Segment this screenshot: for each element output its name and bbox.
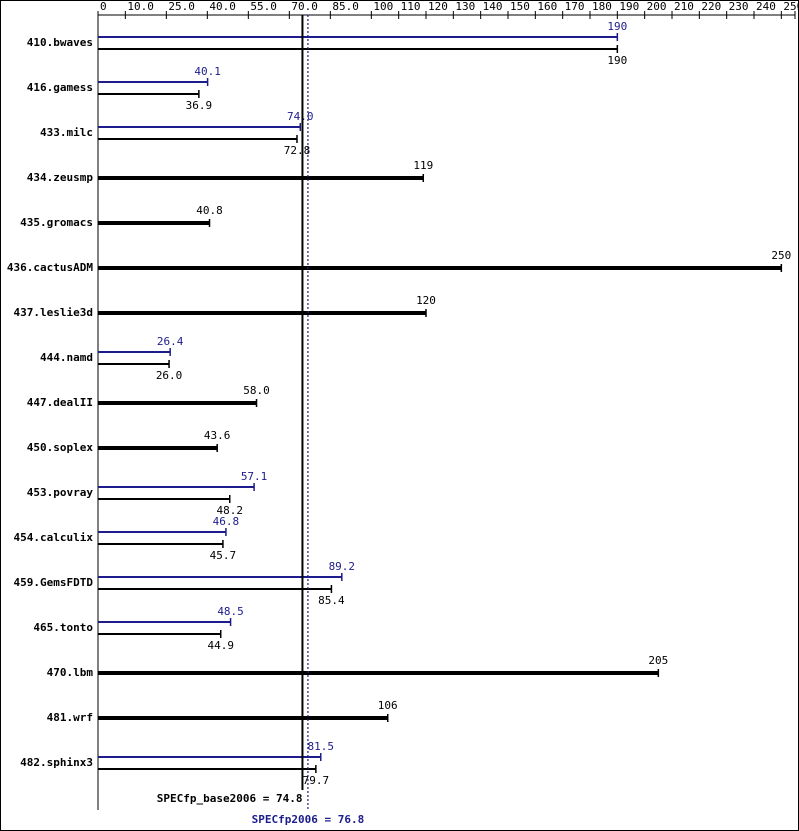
value-label: 250 [771, 249, 791, 262]
value-label: 119 [413, 159, 433, 172]
value-label: 45.7 [210, 549, 237, 562]
value-label: 26.0 [156, 369, 183, 382]
value-label: 89.2 [329, 560, 356, 573]
value-label: 81.5 [308, 740, 335, 753]
category-label: 434.zeusmp [27, 171, 94, 184]
category-label: 410.bwaves [27, 36, 93, 49]
x-tick-label: 70.0 [291, 0, 318, 13]
value-label: 190 [607, 20, 627, 33]
category-label: 437.leslie3d [14, 306, 93, 319]
x-tick-label: 10.0 [127, 0, 154, 13]
x-tick-label: 130 [455, 0, 475, 13]
x-tick-label: 160 [537, 0, 557, 13]
category-label: 453.povray [27, 486, 94, 499]
category-label: 470.lbm [47, 666, 94, 679]
x-tick-label: 25.0 [168, 0, 195, 13]
value-label: 74.0 [287, 110, 314, 123]
value-label: 43.6 [204, 429, 231, 442]
category-label: 454.calculix [14, 531, 94, 544]
value-label: 36.9 [186, 99, 213, 112]
x-tick-label: 200 [647, 0, 667, 13]
value-label: 106 [378, 699, 398, 712]
x-tick-label: 110 [401, 0, 421, 13]
x-tick-label: 0 [100, 0, 107, 13]
category-label: 444.namd [40, 351, 93, 364]
value-label: 85.4 [318, 594, 345, 607]
value-label: 79.7 [303, 774, 330, 787]
x-tick-label: 240 [756, 0, 776, 13]
category-label: 416.gamess [27, 81, 93, 94]
x-tick-label: 170 [565, 0, 585, 13]
x-tick-label: 40.0 [209, 0, 236, 13]
category-label: 447.dealII [27, 396, 93, 409]
x-tick-label: 140 [483, 0, 503, 13]
x-tick-label: 220 [701, 0, 721, 13]
value-label: 57.1 [241, 470, 268, 483]
value-label: 40.1 [194, 65, 221, 78]
value-label: 190 [607, 54, 627, 67]
value-label: 48.2 [216, 504, 243, 517]
base-mean-label: SPECfp_base2006 = 74.8 [157, 792, 303, 805]
category-label: 465.tonto [33, 621, 93, 634]
x-tick-label: 250 [783, 0, 799, 13]
x-tick-label: 150 [510, 0, 530, 13]
x-tick-label: 100 [373, 0, 393, 13]
value-label: 40.8 [196, 204, 223, 217]
x-tick-label: 120 [428, 0, 448, 13]
value-label: 72.8 [284, 144, 311, 157]
value-label: 58.0 [243, 384, 270, 397]
x-tick-label: 85.0 [332, 0, 359, 13]
x-tick-label: 180 [592, 0, 612, 13]
x-tick-label: 55.0 [250, 0, 276, 13]
category-label: 450.soplex [27, 441, 94, 454]
x-tick-label: 190 [619, 0, 639, 13]
category-label: 435.gromacs [20, 216, 93, 229]
category-label: 436.cactusADM [7, 261, 93, 274]
value-label: 46.8 [213, 515, 240, 528]
category-label: 481.wrf [47, 711, 93, 724]
x-tick-label: 210 [674, 0, 694, 13]
value-label: 26.4 [157, 335, 184, 348]
x-tick-label: 255 [797, 0, 799, 13]
x-tick-label: 230 [729, 0, 749, 13]
value-label: 205 [648, 654, 668, 667]
value-label: 44.9 [207, 639, 234, 652]
category-label: 433.milc [40, 126, 93, 139]
peak-mean-label: SPECfp2006 = 76.8 [252, 813, 365, 826]
category-label: 459.GemsFDTD [14, 576, 94, 589]
value-label: 120 [416, 294, 436, 307]
category-label: 482.sphinx3 [20, 756, 93, 769]
value-label: 48.5 [217, 605, 244, 618]
